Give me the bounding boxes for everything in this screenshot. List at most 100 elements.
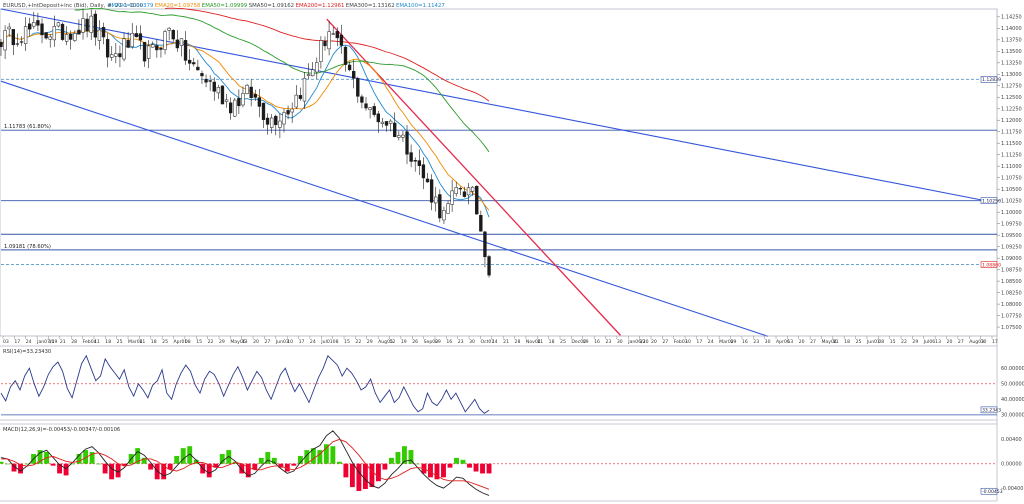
candle [429, 174, 434, 211]
macd-histogram-bar [297, 455, 303, 464]
candle-body [446, 203, 450, 214]
macd-histogram-bar [109, 463, 115, 480]
date-tick-label: 08 [333, 339, 339, 345]
date-tick-label: 15 [344, 339, 350, 345]
candle [167, 27, 171, 41]
candle-body [352, 70, 356, 79]
macd-histogram-bar [115, 463, 121, 478]
candle [475, 185, 479, 215]
candle [40, 18, 44, 44]
date-tick-label: Jul06 [923, 339, 935, 345]
candle [364, 97, 368, 111]
date-tick-label: Jun01 [866, 339, 880, 345]
candle-body [470, 186, 475, 192]
candle [462, 186, 467, 198]
candle [446, 200, 450, 214]
candle [434, 187, 438, 212]
candle-body [425, 178, 430, 183]
macd-histogram-bar [5, 463, 10, 465]
candle [60, 22, 65, 41]
candle [425, 172, 430, 183]
date-tick-label: May06 [230, 339, 245, 345]
rsi-tick-label: 40.00000 [1001, 397, 1024, 403]
candle-body [249, 86, 253, 98]
macd-panel: MACD(12,26,9)=-0.00453/-0.00347/-0.00106… [0, 427, 1023, 496]
macd-histogram-bar [193, 459, 199, 464]
macd-histogram-bar [174, 455, 180, 464]
candle [151, 41, 155, 48]
date-tick-label: 20 [947, 339, 953, 345]
candle [454, 181, 458, 197]
price-tag [980, 76, 998, 83]
macd-histogram-bar [258, 457, 264, 464]
macd-histogram-bar [480, 463, 485, 474]
date-tick-label: 11 [537, 339, 543, 345]
date-tick-label: 28 [515, 339, 521, 345]
candle [73, 30, 77, 42]
date-tick-label: 08 [185, 339, 191, 345]
candle [405, 125, 409, 165]
date-tick-label: 09 [435, 339, 441, 345]
candle-body [479, 215, 483, 232]
candle [233, 97, 237, 118]
candle [192, 57, 196, 67]
candle [397, 131, 401, 141]
candle-body [245, 84, 249, 94]
candle [368, 107, 372, 119]
candle [110, 46, 114, 61]
date-tick-label: 17 [14, 339, 20, 345]
candle [257, 88, 262, 118]
candle-body [319, 40, 323, 62]
macd-histogram-bar [70, 463, 76, 465]
price-tick-label: 1.07500 [1001, 325, 1022, 331]
macd-histogram-bar [213, 463, 219, 468]
candlesticks [0, 8, 491, 278]
date-tick-label: 27 [958, 339, 964, 345]
price-tick-label: 1.11250 [1001, 153, 1022, 159]
rsi-panel: RSI(14)=33.23430 60.00000 50.00000 40.00000… [0, 349, 1024, 419]
macd-histogram-bar [271, 457, 277, 464]
macd-histogram-bar [330, 446, 336, 464]
macd-histogram-bar [219, 453, 225, 464]
candle-body [196, 66, 200, 71]
rsi-tick-label: 60.00000 [1001, 366, 1024, 372]
macd-histogram-bar [362, 463, 368, 490]
macd-histogram-bar [76, 453, 82, 464]
candle [224, 93, 229, 108]
date-tick-label: 10 [685, 339, 691, 345]
macd-histogram-bar [180, 448, 186, 464]
macd-histogram-bar [454, 457, 459, 464]
candle [0, 38, 3, 56]
candle-body [257, 97, 262, 107]
date-tick-label: 17 [696, 339, 702, 345]
macd-histogram-bar [265, 452, 271, 464]
candle [93, 10, 98, 46]
price-tick-label: 1.11750 [1001, 130, 1022, 136]
candle-body [85, 18, 89, 32]
date-tick-label: 23 [753, 339, 759, 345]
candle-body [487, 256, 491, 276]
price-tick-label: 1.13500 [1001, 49, 1022, 55]
candle-body [380, 121, 385, 124]
candle-body [290, 108, 294, 113]
indicator-label: EMA300=1.13162 [346, 3, 395, 9]
date-tick-label: Apr01 [174, 339, 188, 345]
candle [81, 8, 85, 40]
candle-body [323, 41, 327, 47]
rsi-label: RSI(14)=33.23430 [3, 349, 51, 355]
candle-body [52, 26, 56, 41]
candle-body [298, 95, 303, 99]
candle-body [36, 20, 40, 26]
candle-body [40, 23, 44, 36]
price-tick-label: 1.09750 [1001, 221, 1022, 227]
main-price-axis: 1.14250 1.14000 1.13750 1.13500 1.13250 1.130… [997, 15, 1022, 331]
candle [208, 75, 212, 91]
price-tick-label: 1.08500 [1001, 279, 1022, 285]
candle [183, 31, 188, 65]
candle [69, 30, 73, 50]
candle-body [212, 81, 216, 92]
candle [347, 61, 352, 72]
date-tick-label: 10 [287, 339, 293, 345]
macd-histogram-bar [161, 463, 167, 480]
